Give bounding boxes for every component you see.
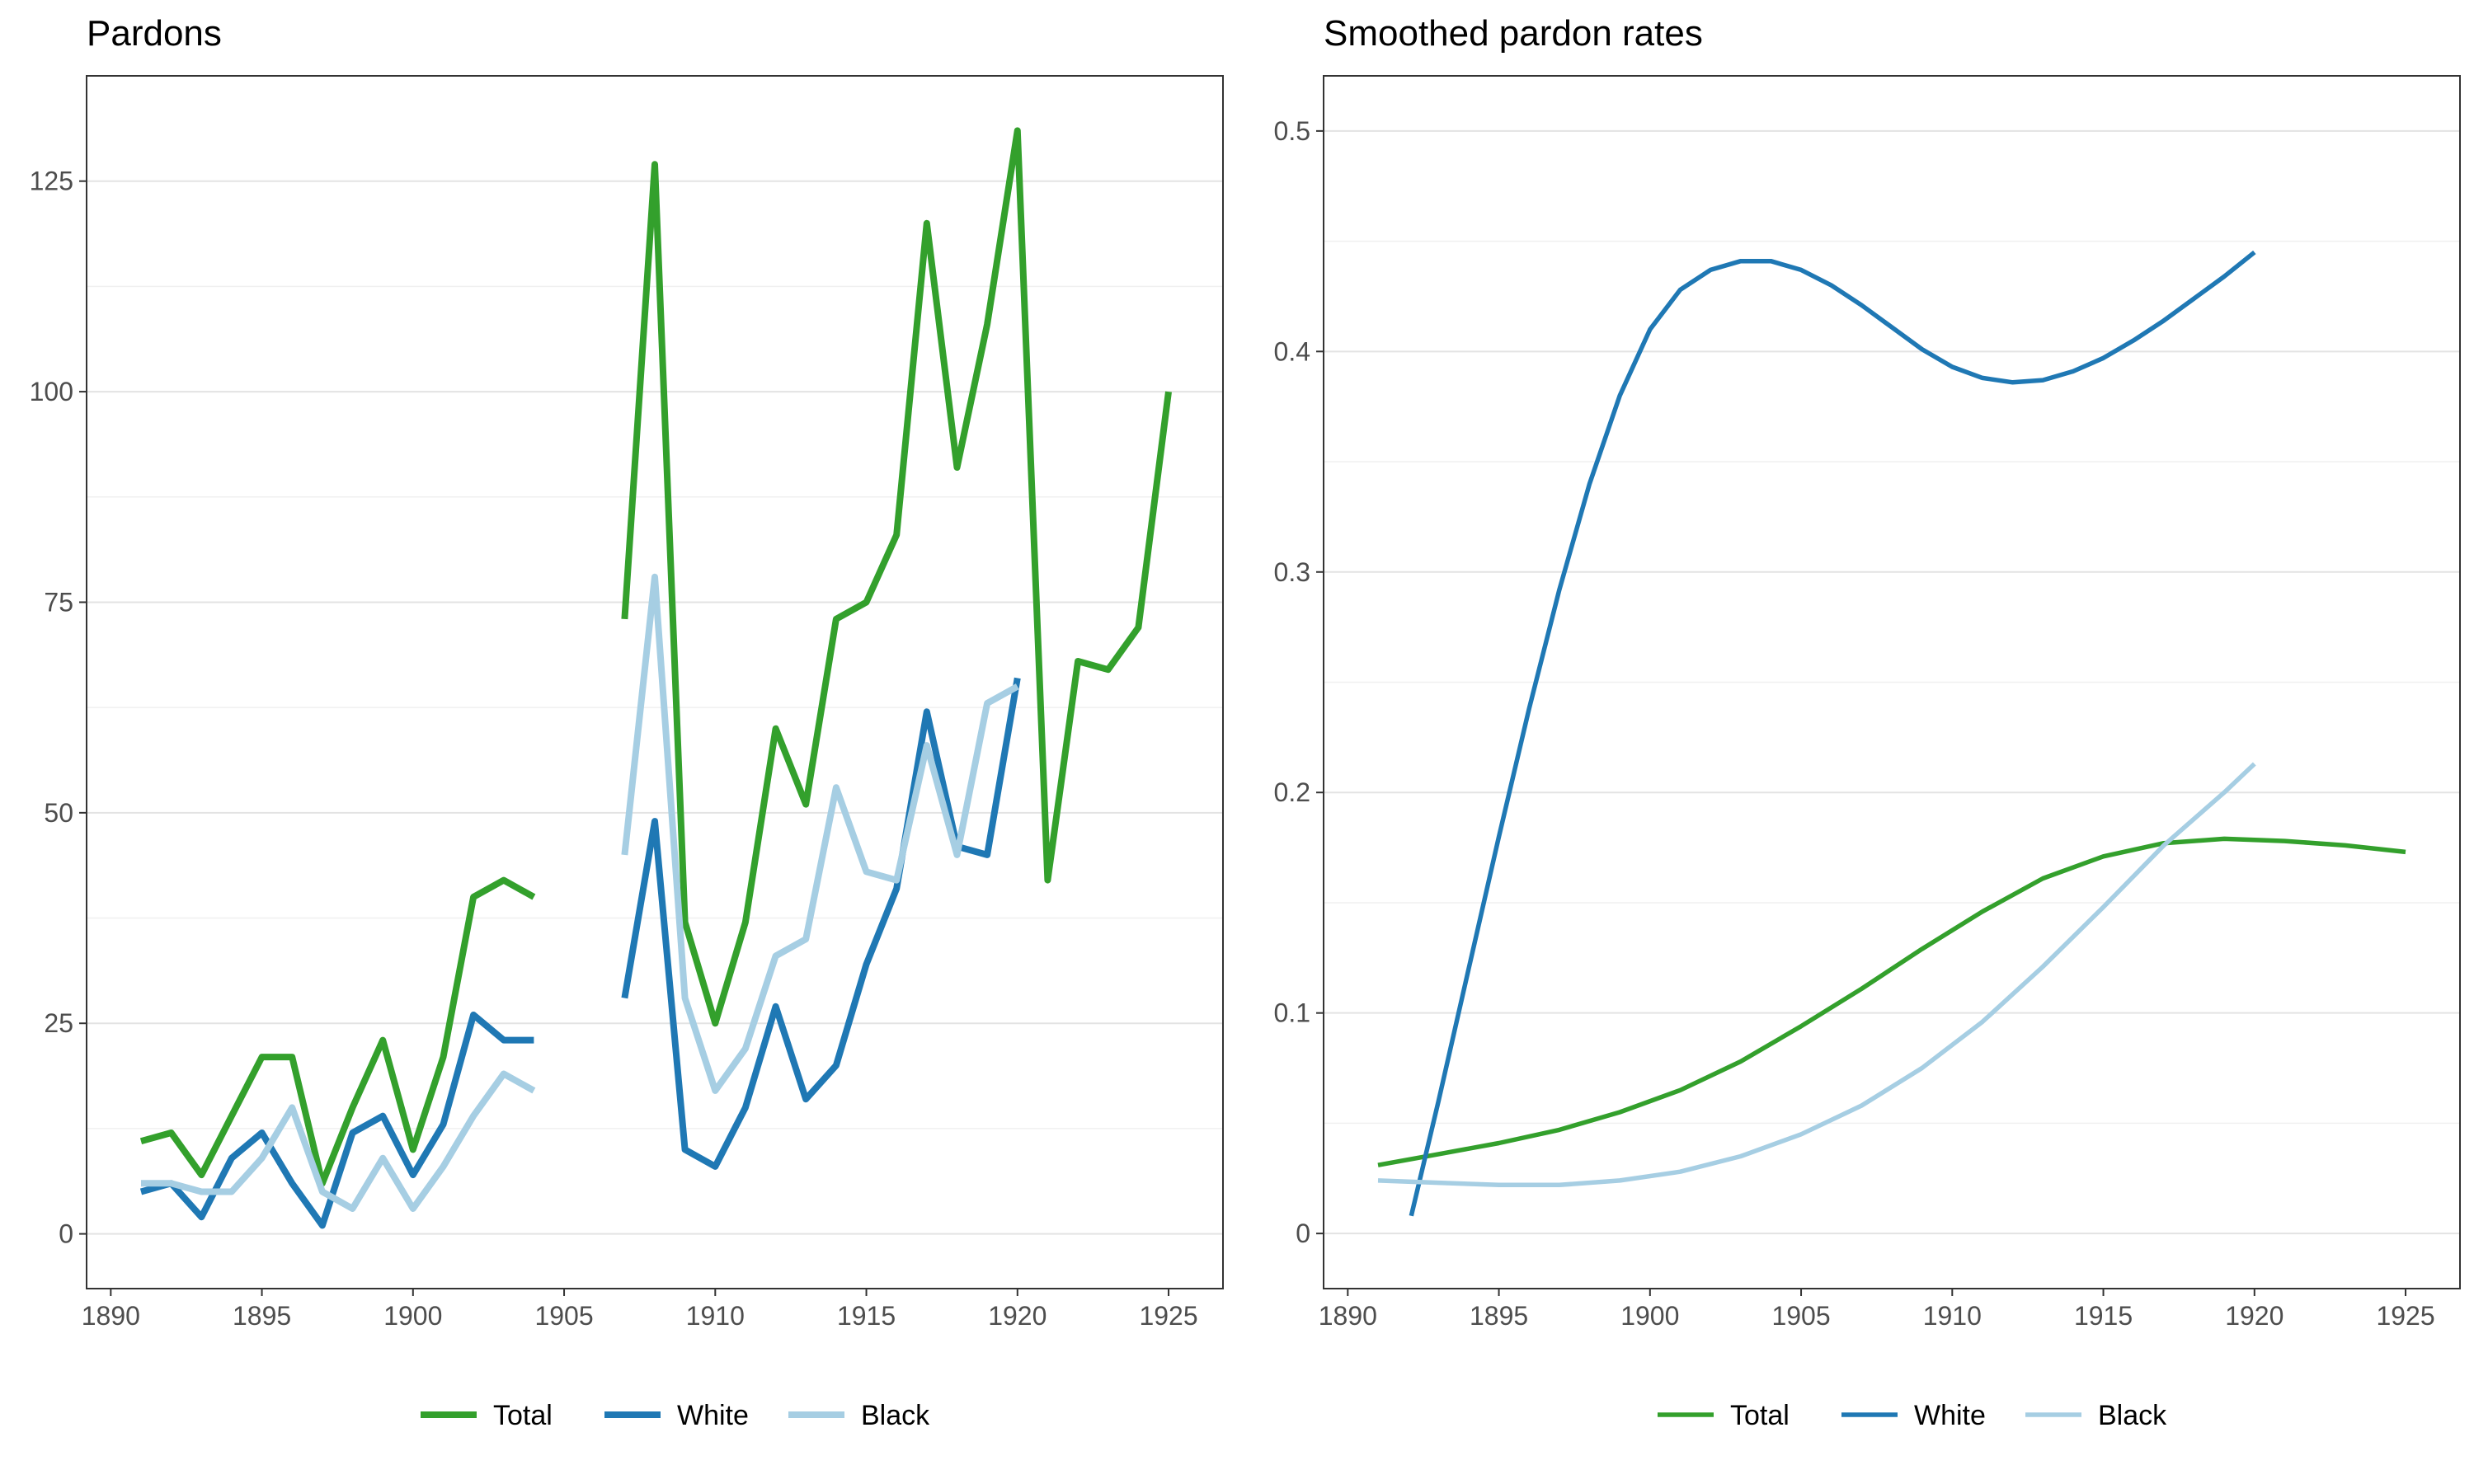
x-tick-label: 1890 [1319,1301,1377,1331]
legend-label: White [677,1400,749,1431]
x-tick-label: 1925 [2376,1301,2434,1331]
legend-item-total: Total [1658,1400,1790,1431]
y-tick-label: 0.5 [1274,116,1310,146]
legend-item-white: White [604,1400,749,1431]
legend-item-black: Black [788,1400,930,1431]
panel-title: Smoothed pardon rates [1324,13,1703,54]
series-line-white [1409,250,2256,1217]
x-tick-label: 1905 [534,1301,593,1331]
x-tick-label: 1915 [2074,1301,2133,1331]
panel-pardons: Pardons 0 25 50 75 100 125 1890 1895 1900 1905 191… [30,13,1224,1431]
legend-label: Total [1730,1400,1790,1431]
legend: Total White Black [1658,1400,2167,1431]
y-tick-label: 50 [44,798,73,828]
x-tick-label: 1900 [383,1301,442,1331]
series-line-total [1377,836,2406,1167]
legend-label: White [1914,1400,1986,1431]
panel-smoothed-pardon-rates: Smoothed pardon rates 0 0.1 0.2 0.3 0.4 0.5 18… [1274,13,2461,1431]
series-line-black [621,573,1019,1094]
x-tick-label: 1920 [988,1301,1047,1331]
legend-item-total: Total [421,1400,553,1431]
y-tick-label: 0 [59,1219,73,1249]
x-tick-label: 1895 [233,1301,291,1331]
legend-label: Black [861,1400,930,1431]
legend-item-black: Black [2025,1400,2167,1431]
legend-label: Total [493,1400,553,1431]
series-line-white [621,677,1021,1170]
y-tick-label: 125 [30,167,73,196]
y-tick-label: 75 [44,587,73,617]
series-line-white [139,1012,534,1229]
legend-item-white: White [1841,1400,1986,1431]
x-tick-label: 1905 [1771,1301,1830,1331]
plot-border [86,75,1224,1289]
x-tick-label: 1915 [837,1301,896,1331]
x-tick-label: 1910 [686,1301,745,1331]
x-tick-label: 1900 [1620,1301,1679,1331]
y-tick-label: 0.1 [1274,998,1310,1028]
legend: Total White Black [421,1400,930,1431]
x-tick-label: 1910 [1923,1301,1982,1331]
plot-border [1323,75,2461,1289]
x-tick-label: 1890 [82,1301,140,1331]
series-line-black [141,1070,536,1212]
y-tick-label: 0 [1296,1219,1310,1248]
y-tick-label: 0.3 [1274,557,1310,587]
x-tick-label: 1895 [1470,1301,1528,1331]
panel-title: Pardons [87,13,222,54]
y-tick-label: 0.2 [1274,777,1310,807]
series-line-total [139,876,536,1187]
series-line-total [621,127,1172,1027]
series-line-black [1377,762,2256,1188]
y-tick-label: 0.4 [1274,336,1310,366]
x-tick-label: 1925 [1139,1301,1197,1331]
legend-label: Black [2098,1400,2167,1431]
y-tick-label: 100 [30,377,73,406]
x-tick-label: 1920 [2225,1301,2284,1331]
y-tick-label: 25 [44,1008,73,1038]
